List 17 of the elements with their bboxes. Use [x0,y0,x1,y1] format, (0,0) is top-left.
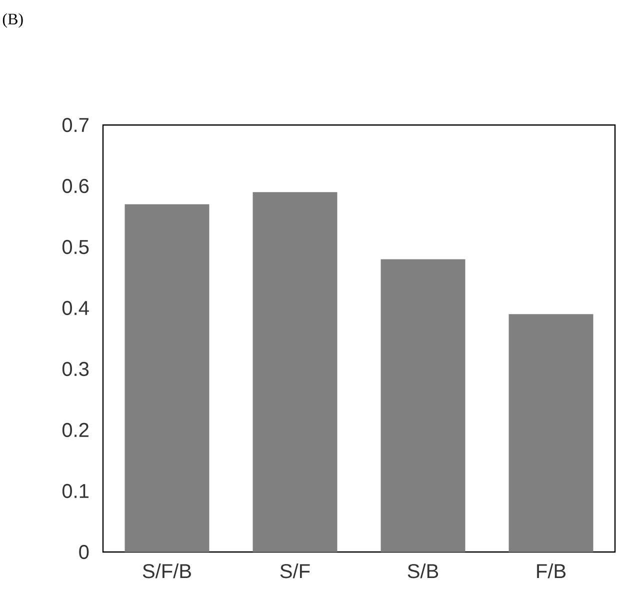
y-tick-label: 0 [79,544,89,560]
y-tick-label: 0.6 [62,178,89,194]
bar [252,192,338,552]
y-tick-label: 0.1 [62,484,88,498]
x-tick-label: S/F [280,564,310,578]
y-tick-label: 0.5 [62,240,89,254]
chart-title: (B) [2,13,23,28]
x-tick-label: S/B [408,564,438,578]
bar [124,204,210,552]
x-tick-label: S/F/B [142,564,191,578]
y-tick-label: 0.3 [62,362,89,376]
bar [380,259,466,552]
x-tick-label: F/B [537,564,566,578]
y-tick-label: 0.2 [62,422,88,438]
y-tick-label: 0.7 [62,118,88,132]
y-tick-label: 0.4 [62,300,89,316]
bar [508,314,594,552]
